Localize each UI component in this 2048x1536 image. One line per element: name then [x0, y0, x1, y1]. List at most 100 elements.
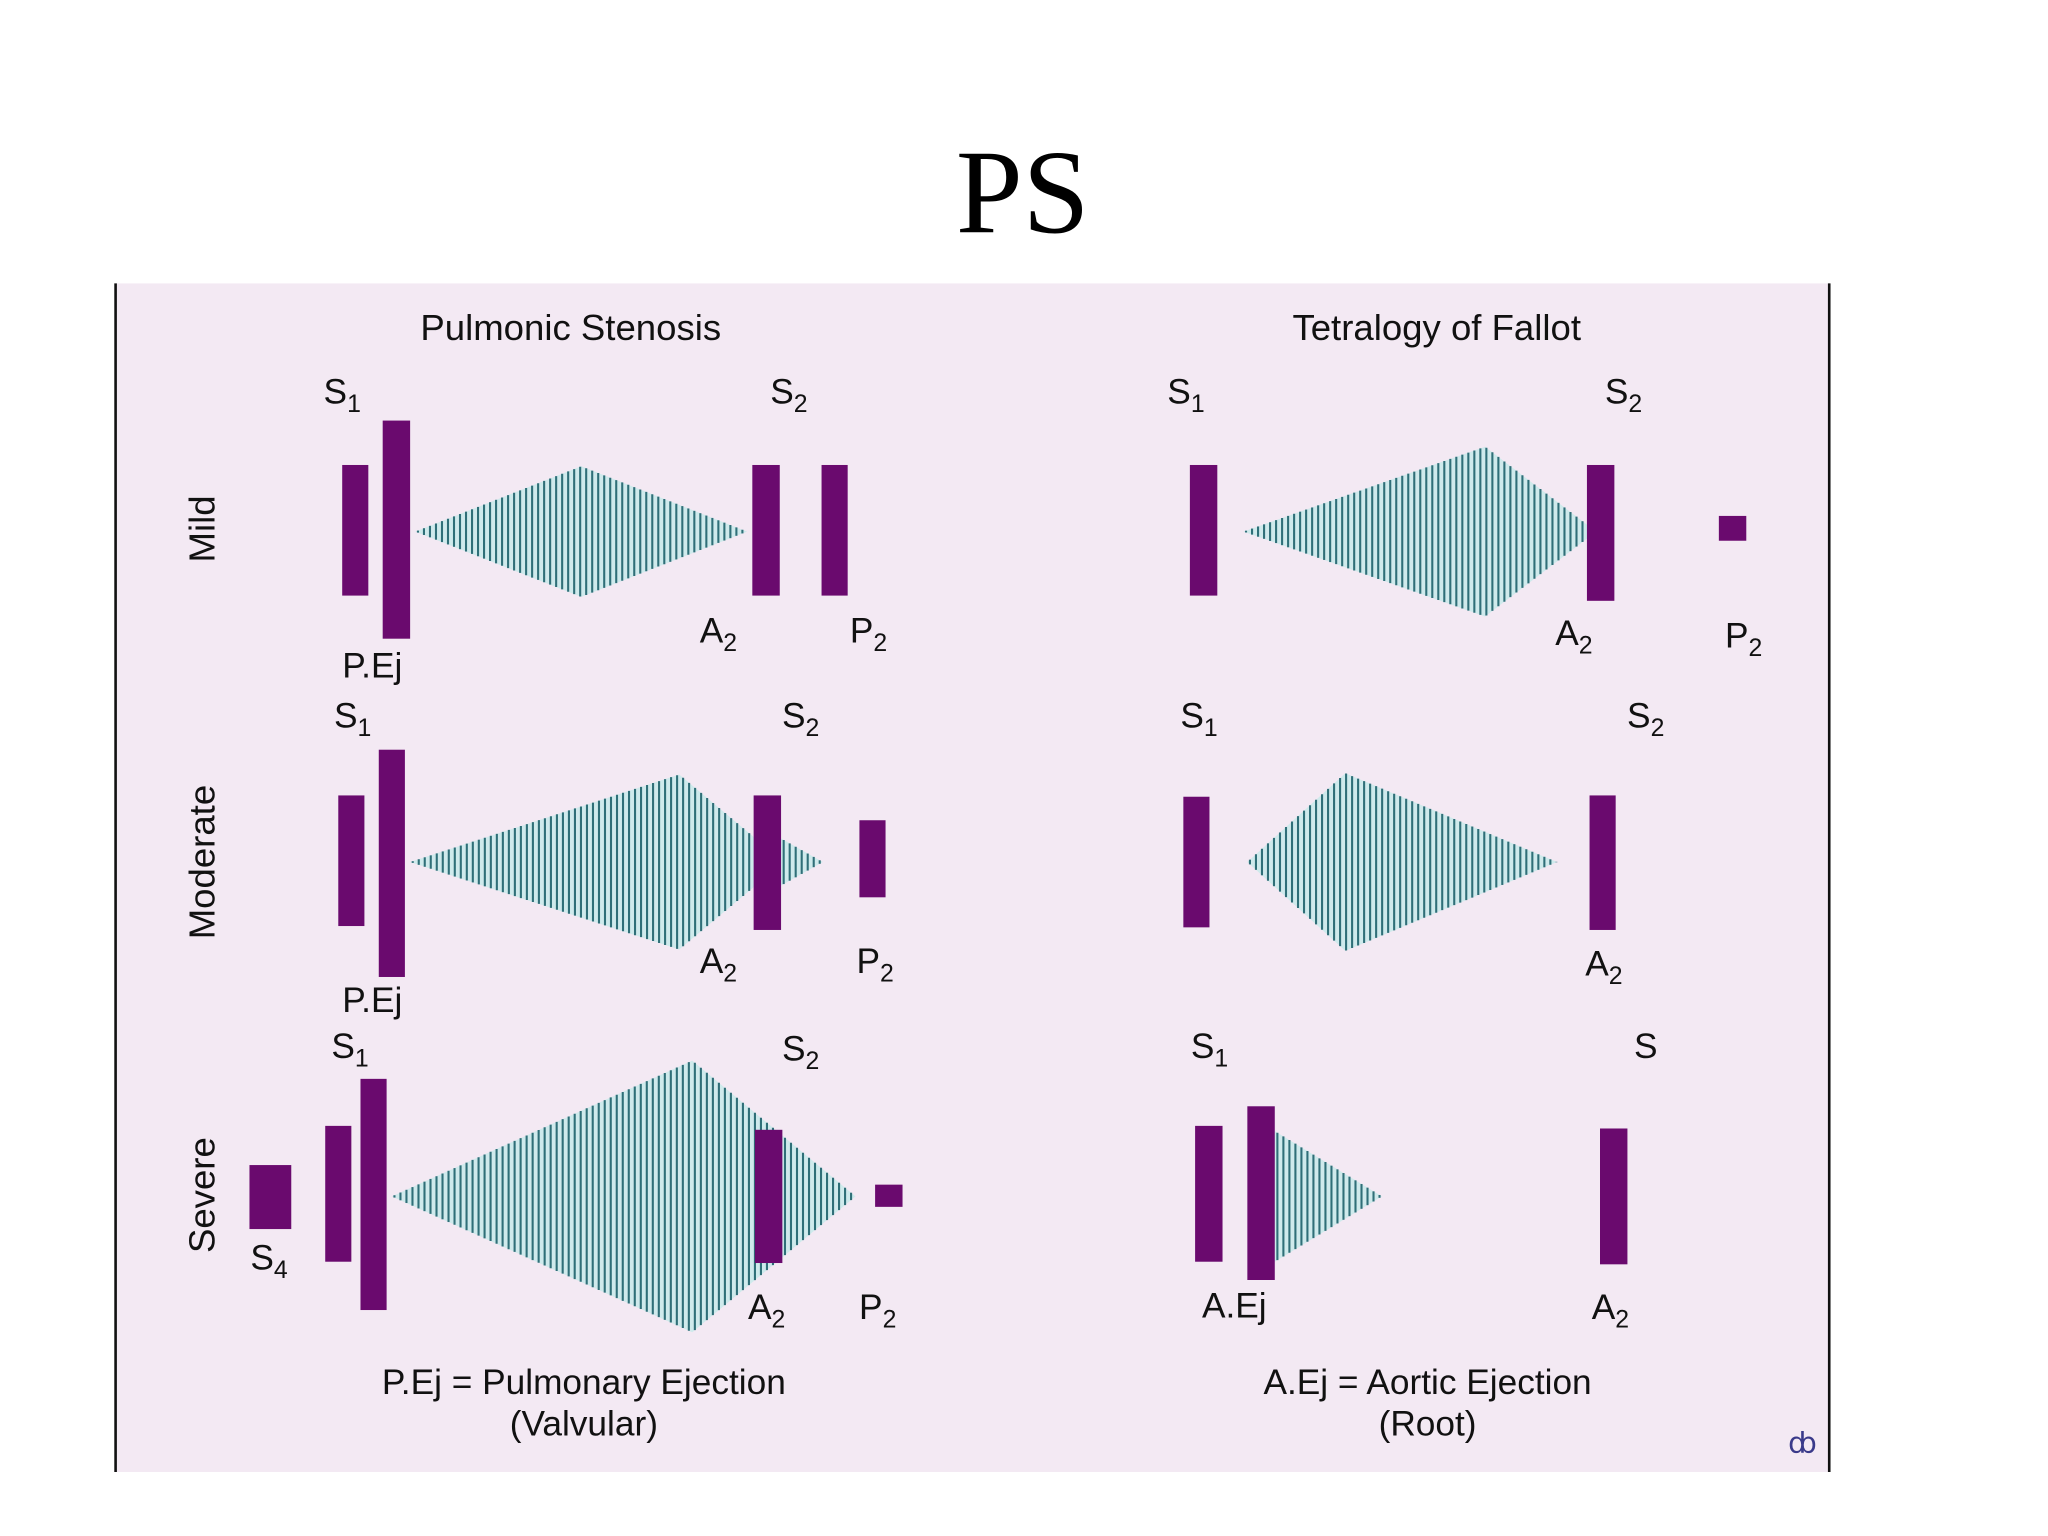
heart-sound: [1183, 796, 1210, 928]
row-label: Moderate: [182, 785, 223, 939]
sound-subscript: 2: [1749, 635, 1763, 662]
sound-name: P: [1725, 617, 1749, 656]
sound-label: S1: [334, 697, 371, 742]
heart-sound: [249, 1165, 292, 1230]
sound-name: S: [324, 373, 348, 412]
sound-name: S: [1627, 697, 1651, 736]
sound-name: S: [782, 697, 806, 736]
sound-label: P2: [850, 612, 887, 657]
sound-subscript: 1: [1204, 714, 1218, 741]
heart-sound: [338, 795, 365, 927]
sound-subscript: 2: [806, 1047, 820, 1074]
sound-name: S: [334, 697, 358, 736]
murmur: [1243, 446, 1597, 617]
sound-subscript: 1: [347, 390, 361, 417]
heart-sound: [752, 464, 780, 596]
panel-heading: Pulmonic Stenosis: [420, 307, 721, 348]
sound-subscript: 2: [873, 629, 887, 656]
row-label: Mild: [182, 495, 223, 562]
sound-label: S1: [324, 373, 361, 418]
sound-label: A2: [748, 1288, 785, 1333]
sound-subscript: 2: [1615, 1306, 1629, 1333]
heart-sound: [1189, 464, 1218, 596]
sound-subscript: 2: [883, 1306, 897, 1333]
sound-label: S2: [770, 373, 807, 418]
sound-subscript: 2: [880, 960, 894, 987]
sound-subscript: 2: [1628, 390, 1642, 417]
sound-name: P: [859, 1288, 883, 1327]
sound-subscript: 2: [794, 390, 808, 417]
sound-name: P: [856, 942, 880, 981]
heart-sound: [1586, 464, 1615, 601]
sound-label: S1: [1180, 697, 1217, 742]
footnote: (Valvular): [510, 1405, 658, 1444]
sound-subscript: 2: [1609, 963, 1623, 990]
sound-label: A2: [1592, 1288, 1629, 1333]
sound-subscript: 2: [806, 714, 820, 741]
sound-name: A: [1592, 1288, 1616, 1327]
heart-sound: [1600, 1128, 1628, 1265]
logo: ȸ: [1788, 1425, 1817, 1459]
sound-label: A2: [700, 612, 737, 657]
heart-sound: [821, 464, 848, 596]
murmur-envelope: [410, 774, 784, 950]
sound-label: A.Ej: [1202, 1287, 1267, 1326]
sound-subscript: 4: [274, 1256, 288, 1283]
sound-name: A: [700, 942, 724, 981]
sound-name: S: [331, 1027, 355, 1066]
sound-subscript: 2: [723, 629, 737, 656]
sound-subscript: 2: [772, 1306, 786, 1333]
sound-subscript: 2: [1651, 714, 1665, 741]
sound-name: S: [1191, 1027, 1215, 1066]
sound-name: S: [770, 373, 794, 412]
sound-label: S2: [782, 1030, 819, 1075]
footnote: (Root): [1379, 1405, 1477, 1444]
footnote: A.Ej = Aortic Ejection: [1263, 1363, 1591, 1402]
sound-name: A: [700, 612, 724, 651]
sound-label: S1: [1191, 1027, 1228, 1072]
sound-label: A2: [1555, 614, 1592, 659]
sound-label: S2: [782, 697, 819, 742]
sound-label: S2: [1605, 373, 1642, 418]
heart-sound: [754, 1129, 783, 1264]
sound-name: S: [1180, 697, 1204, 736]
sound-subscript: 2: [723, 960, 737, 987]
sound-subscript: 1: [1214, 1045, 1228, 1072]
sound-name: A: [1555, 614, 1579, 653]
sound-label: P.Ej: [342, 647, 402, 686]
footnote: P.Ej = Pulmonary Ejection: [382, 1363, 786, 1402]
sound-subscript: 1: [358, 714, 372, 741]
row-label: Severe: [182, 1137, 223, 1253]
murmur: [781, 838, 823, 886]
sound-name: P: [850, 612, 874, 651]
sound-name: S: [1605, 373, 1629, 412]
sound-label: S4: [250, 1239, 288, 1284]
heart-sound: [1718, 515, 1747, 541]
sound-label: S1: [331, 1027, 368, 1072]
slide-title: PS: [956, 125, 1090, 258]
murmur: [1274, 1131, 1382, 1262]
murmur-envelope: [1247, 773, 1557, 951]
sound-name: S: [1167, 373, 1191, 412]
sound-label: P2: [1725, 617, 1762, 662]
sound-name: S: [1634, 1027, 1658, 1066]
heart-sound: [1589, 795, 1616, 930]
sound-label: P2: [859, 1288, 896, 1333]
heart-sound: [859, 820, 886, 898]
heart-sound: [753, 795, 782, 930]
sound-label: A2: [700, 942, 737, 987]
sound-name: S: [250, 1239, 274, 1278]
murmur: [391, 1060, 856, 1333]
heart-sound: [382, 420, 411, 639]
panel-heading: Tetralogy of Fallot: [1292, 307, 1581, 348]
sound-label: P2: [856, 942, 893, 987]
sound-subscript: 1: [1191, 390, 1205, 417]
sound-label: S1: [1167, 373, 1204, 418]
sound-name: A: [748, 1288, 772, 1327]
sound-label: A2: [1585, 945, 1622, 990]
heart-sound: [360, 1078, 387, 1311]
sound-name: S: [782, 1030, 806, 1069]
sound-name: P.Ej: [342, 647, 402, 686]
